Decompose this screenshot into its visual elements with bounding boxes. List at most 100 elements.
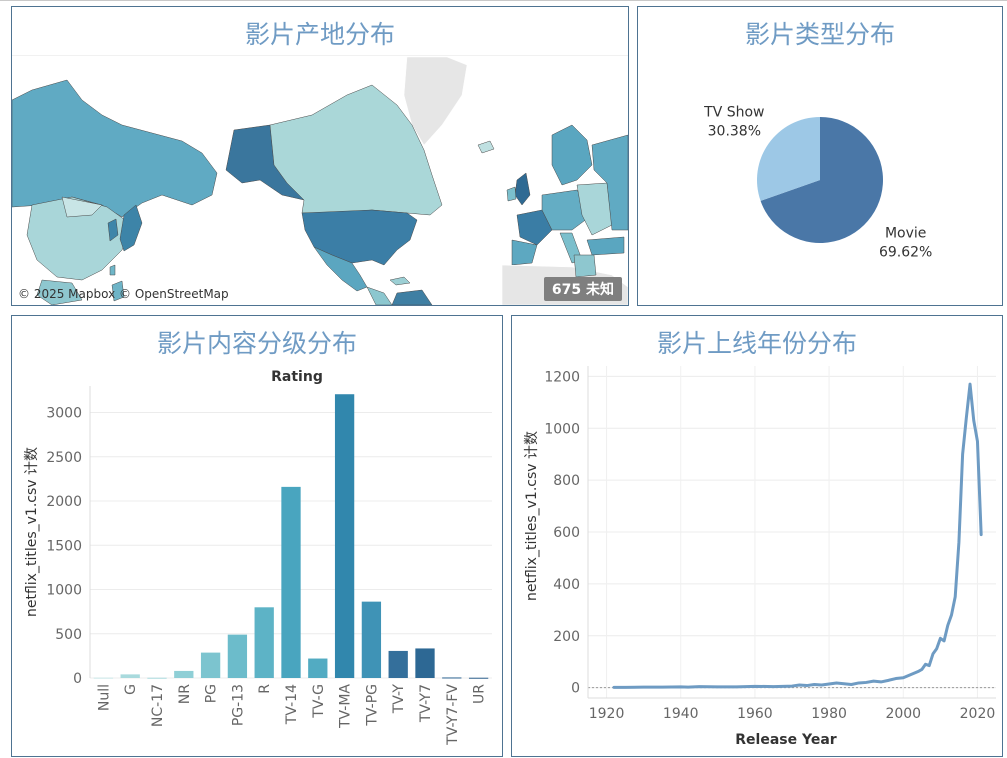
map-region-iberia [511, 239, 538, 266]
pie-slice-movie[interactable] [760, 117, 883, 243]
bar-x-tick-label: PG-13 [230, 684, 246, 726]
line-x-tick-label: 1940 [663, 706, 699, 722]
pie-slice-tv-show[interactable] [757, 117, 820, 201]
pie-title: 影片类型分布 [744, 20, 895, 49]
bar-nr[interactable] [174, 670, 194, 678]
line-x-tick-label: 1920 [589, 706, 625, 722]
bar-axis-title: Rating [271, 369, 323, 385]
bar-x-tick-label: NC-17 [150, 684, 166, 727]
bar-x-tick-label: TV-Y7 [418, 684, 434, 723]
line-x-tick-label: 2020 [960, 706, 996, 722]
bar-y-tick-label: 2500 [46, 450, 82, 466]
bar-tv-y7-fv[interactable] [442, 677, 462, 679]
bar-y-axis-label: netflix_titles_v1.csv 计数 [24, 447, 40, 617]
bar-tv-14[interactable] [281, 486, 301, 678]
bar-tv-pg[interactable] [361, 601, 382, 678]
bar-r[interactable] [254, 607, 274, 678]
pie-label-percent: 69.62% [879, 245, 932, 261]
bar-ur[interactable] [468, 677, 489, 679]
unknown-count: 675 [551, 282, 582, 298]
bar-nc-17[interactable] [147, 677, 167, 679]
map-region-mongolia [61, 196, 103, 218]
map-region-greenland [403, 56, 468, 146]
map-region-turkey [586, 236, 625, 256]
map-region-caribbean [389, 276, 411, 286]
pie-label-percent: 30.38% [708, 123, 761, 139]
map-region-eastern-europe [576, 182, 613, 236]
map-region-russia-west [591, 134, 628, 231]
pie-panel: 影片类型分布 Movie 69.62% TV Show 30.38% [637, 6, 1003, 306]
map-region-scandinavia [551, 124, 593, 186]
line-title: 影片上线年份分布 [656, 329, 857, 358]
bar-y-tick-label: 3000 [46, 406, 82, 422]
map-region-egypt [573, 254, 597, 278]
bar-y-tick-label: 500 [55, 627, 82, 643]
line-y-tick-label: 800 [553, 473, 580, 489]
line-y-axis-label: netflix_titles_v1.csv 计数 [524, 431, 540, 601]
bar-x-tick-label: UR [472, 684, 488, 704]
map-region-southeast-asia [36, 279, 83, 305]
bar-x-tick-label: Null [96, 684, 112, 711]
bar-x-tick-label: PG [204, 684, 220, 703]
bar-null[interactable] [93, 677, 114, 679]
line-y-tick-label: 600 [553, 525, 580, 541]
unknown-label: 未知 [586, 282, 614, 298]
line-chart[interactable]: 0 200 400 600 800 1000 1200 1920 1940 1960 1980 200… [512, 316, 1002, 756]
bar-x-tick-label: TV-MA [338, 684, 354, 729]
bar-x-tick-label: R [257, 684, 273, 694]
bar-panel: 影片内容分级分布 Rating 0 500 1000 1500 2000 2500 3000 n… [11, 315, 503, 757]
line-x-tick-label: 1960 [737, 706, 773, 722]
map-attribution: © 2025 Mapbox © OpenStreetMap [18, 287, 229, 301]
map-region-ireland [506, 186, 517, 202]
map-region-south-america [391, 289, 433, 305]
bar-tv-y[interactable] [388, 650, 408, 678]
map-region-iceland [477, 140, 495, 154]
map-region-korea [107, 218, 119, 242]
bar-chart[interactable]: Rating 0 500 1000 1500 2000 2500 3000 netflix_ti… [12, 316, 502, 756]
line-y-tick-label: 1200 [544, 369, 580, 385]
map-region-philippines [111, 280, 125, 302]
bar-tv-y7[interactable] [415, 648, 435, 678]
bar-x-tick-label: TV-Y7-FV [445, 684, 461, 746]
map-region-taiwan [109, 264, 116, 276]
map-region-russia [12, 79, 218, 218]
bar-x-tick-label: TV-G [311, 684, 327, 719]
map-region-uk [514, 172, 531, 206]
top-separator [0, 0, 1007, 5]
pie-label-name: Movie [885, 226, 926, 242]
bar-x-tick-label: G [123, 684, 139, 695]
line-x-tick-label: 2000 [885, 706, 921, 722]
line-y-tick-label: 0 [571, 681, 580, 697]
map-region-usa [301, 209, 418, 266]
bar-x-tick-label: TV-Y [391, 684, 407, 715]
map-region-central-america [366, 286, 393, 305]
map-region-canada [269, 84, 443, 216]
bar-x-tick-label: TV-PG [364, 684, 380, 727]
map-panel: 影片产地分布 [11, 6, 629, 306]
bar-y-tick-label: 2000 [46, 494, 82, 510]
bar-tv-ma[interactable] [334, 394, 355, 678]
bar-y-tick-label: 1500 [46, 538, 82, 554]
map-region-japan [119, 204, 143, 252]
line-y-tick-label: 1000 [544, 421, 580, 437]
bar-tv-g[interactable] [308, 658, 328, 678]
bar-y-tick-label: 0 [73, 671, 82, 687]
bar-g[interactable] [120, 674, 140, 678]
map-title: 影片产地分布 [244, 20, 395, 49]
bar-y-tick-label: 1000 [46, 583, 82, 599]
pie-chart[interactable]: Movie 69.62% TV Show 30.38% [638, 7, 1002, 305]
bar-pg[interactable] [200, 652, 221, 678]
pie-label-name: TV Show [703, 104, 764, 120]
line-y-tick-label: 200 [553, 629, 580, 645]
line-series-release-year[interactable] [612, 382, 983, 689]
line-x-axis-label: Release Year [735, 732, 837, 748]
line-x-tick-label: 1980 [811, 706, 847, 722]
bar-x-tick-label: NR [177, 684, 193, 704]
world-map[interactable] [12, 55, 628, 305]
line-panel: 影片上线年份分布 0 200 400 600 800 1000 1200 1920 1940 19… [511, 315, 1003, 757]
unknown-location-badge[interactable]: 675 未知 [543, 277, 622, 301]
line-y-tick-label: 400 [553, 577, 580, 593]
bar-pg-13[interactable] [227, 634, 248, 678]
bar-title: 影片内容分级分布 [156, 329, 357, 358]
map-region-france [516, 209, 553, 246]
